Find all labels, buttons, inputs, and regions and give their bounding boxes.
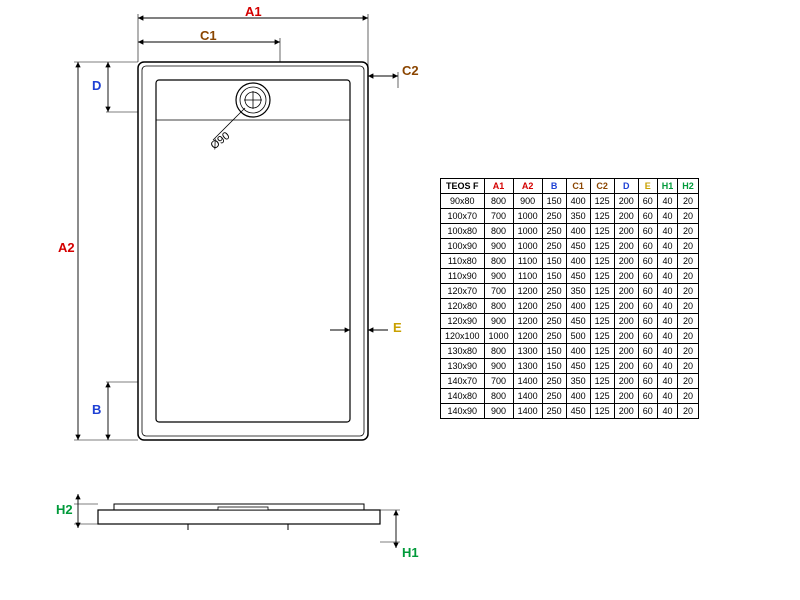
table-header-cell: H1 [657, 179, 678, 194]
table-row: 110x909001100150450125200604020 [441, 269, 699, 284]
table-header-cell: H2 [678, 179, 699, 194]
table-header-cell: E [638, 179, 657, 194]
table-row: 120x10010001200250500125200604020 [441, 329, 699, 344]
table-row: 140x909001400250450125200604020 [441, 404, 699, 419]
table-header-cell: D [614, 179, 638, 194]
table-row: 130x909001300150450125200604020 [441, 359, 699, 374]
table-row: 100x808001000250400125200604020 [441, 224, 699, 239]
table-header-cell: C1 [566, 179, 590, 194]
table-row: 140x707001400250350125200604020 [441, 374, 699, 389]
table-row: 120x808001200250400125200604020 [441, 299, 699, 314]
table-header-cell: B [542, 179, 566, 194]
label-H1: H1 [402, 545, 419, 560]
table-header-cell: C2 [590, 179, 614, 194]
label-E: E [393, 320, 402, 335]
label-C2: C2 [402, 63, 419, 78]
table-header-cell: A1 [484, 179, 513, 194]
table-row: 90x80800900150400125200604020 [441, 194, 699, 209]
table-row: 100x707001000250350125200604020 [441, 209, 699, 224]
table-row: 120x909001200250450125200604020 [441, 314, 699, 329]
table-row: 130x808001300150400125200604020 [441, 344, 699, 359]
dimensions-table: TEOS FA1A2BC1C2DEH1H290x8080090015040012… [440, 178, 699, 419]
table-row: 120x707001200250350125200604020 [441, 284, 699, 299]
label-C1: C1 [200, 28, 217, 43]
table-header-cell: A2 [513, 179, 542, 194]
label-A1: A1 [245, 4, 262, 19]
table-row: 100x909001000250450125200604020 [441, 239, 699, 254]
label-D: D [92, 78, 101, 93]
table-header-cell: TEOS F [441, 179, 485, 194]
label-B: B [92, 402, 101, 417]
table-row: 110x808001100150400125200604020 [441, 254, 699, 269]
label-A2: A2 [58, 240, 75, 255]
table-row: 140x808001400250400125200604020 [441, 389, 699, 404]
label-H2: H2 [56, 502, 73, 517]
